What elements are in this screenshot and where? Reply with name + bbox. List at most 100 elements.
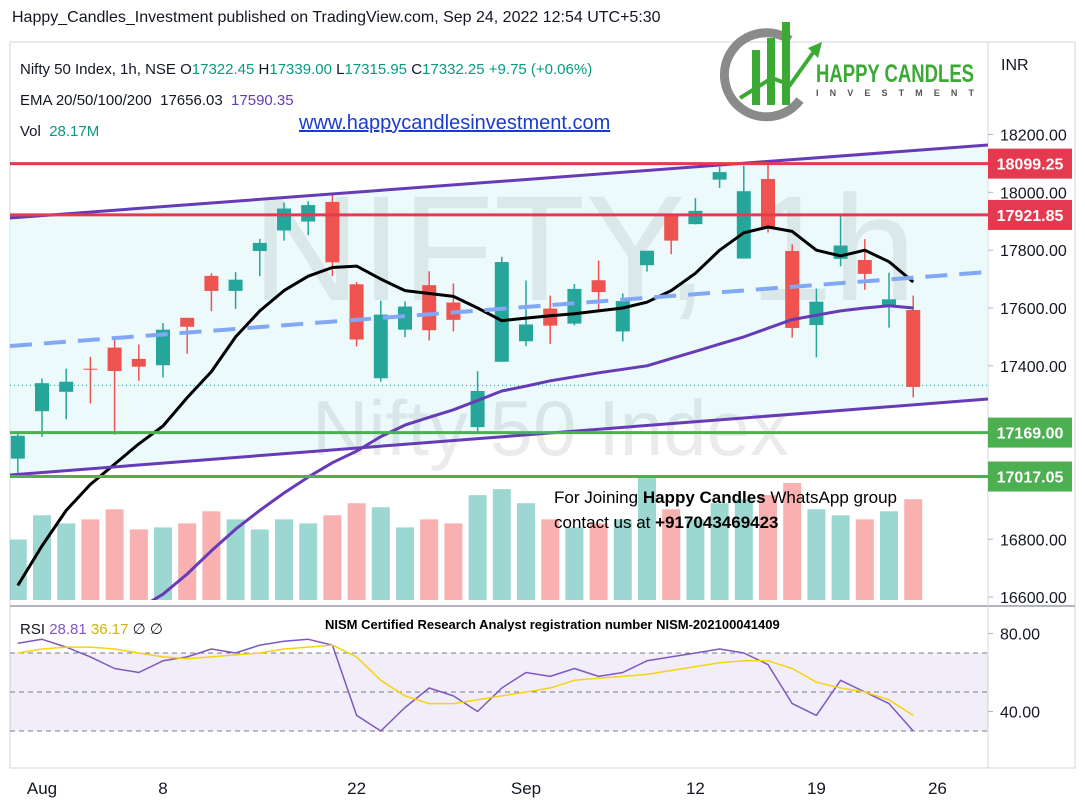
logo: HAPPY CANDLES I N V E S T M E N T <box>719 22 975 122</box>
candle-body <box>180 317 195 327</box>
currency: INR <box>1001 57 1029 74</box>
volume-bar <box>178 523 197 600</box>
candle-body <box>664 214 679 241</box>
logo-arrow <box>738 48 817 100</box>
ohlc-key: O <box>180 61 192 78</box>
candle-body <box>252 242 267 252</box>
candle-body <box>470 390 485 428</box>
y-tick-label: 16800.00 <box>1000 532 1067 549</box>
volume-bar <box>517 503 535 600</box>
level-box <box>988 199 1072 230</box>
candle-body <box>712 172 727 180</box>
nism-note: NISM Certified Research Analyst registra… <box>325 617 780 632</box>
candle-body <box>422 285 437 331</box>
ohlc-key: L <box>336 61 345 78</box>
volume-bar <box>880 511 898 600</box>
rsi-legend: RSI 28.81 36.17 ∅ ∅ <box>20 620 163 638</box>
volume-bar <box>371 507 390 600</box>
whatsapp-line: For Joining Happy Candles WhatsApp group <box>554 485 897 510</box>
y-tick-label: 17600.00 <box>1000 301 1067 318</box>
volume-bar <box>686 519 705 600</box>
volume-bar <box>275 519 293 600</box>
candle-body <box>131 358 146 367</box>
candle-body <box>204 275 219 291</box>
candle-body <box>277 208 291 231</box>
trend-line <box>10 143 988 220</box>
level-box <box>988 461 1072 492</box>
volume-bar <box>10 539 27 600</box>
ohlc-legend: Nifty 50 Index, 1h, NSE O17322.45 H17339… <box>20 61 592 78</box>
y-tick-label: 18000.00 <box>1000 185 1067 202</box>
x-tick-label: 26 <box>928 779 947 798</box>
y-tick-label: 16600.00 <box>1000 590 1067 607</box>
candle-body <box>301 205 316 222</box>
ohlc-key: H <box>258 61 270 78</box>
candle-body <box>736 191 751 259</box>
brand: Happy Candles <box>642 488 766 507</box>
rsi-legend-value: 36.17 <box>90 621 129 638</box>
ohlc-key: C <box>411 61 423 78</box>
candle-body <box>906 310 921 387</box>
candle-body <box>519 324 533 342</box>
volume-bar <box>565 527 584 600</box>
candle-body <box>591 280 606 293</box>
level-label: 17169.00 <box>997 426 1064 443</box>
publish-title: Happy_Candles_Investment published on Tr… <box>12 9 661 26</box>
symbol: Nifty 50 Index, 1h, NSE <box>20 61 176 78</box>
ohlc-values: O17322.45 H17339.00 L17315.95 C17332.25 <box>180 61 489 78</box>
volume-bar <box>154 527 172 600</box>
y-tick-label: 18200.00 <box>1000 128 1067 145</box>
ohlc-value: 17339.00 <box>269 61 332 78</box>
level-box <box>988 148 1072 179</box>
ohlc-value: 17322.45 <box>191 61 255 78</box>
ema-label: EMA 20/50/100/200 <box>20 92 152 109</box>
volume-bar <box>33 515 51 600</box>
volume-value: 28.17M <box>49 123 100 140</box>
candle-body <box>567 288 582 324</box>
volume-bar <box>638 475 656 600</box>
x-tick-label: 19 <box>807 779 826 798</box>
website-link[interactable]: www.happycandlesinvestment.com <box>299 112 611 134</box>
level-label: 18099.25 <box>997 157 1064 174</box>
rsi-tick-label: 40.00 <box>1000 704 1040 721</box>
x-tick-label: Sep <box>511 779 541 798</box>
contact-line: contact us at +917043469423 <box>554 510 897 535</box>
volume-bar <box>299 523 318 600</box>
candle-body <box>761 179 775 228</box>
volume-label: Vol <box>20 123 41 140</box>
rsi-line <box>17 638 914 732</box>
volume-bar <box>226 519 245 600</box>
volume-bar <box>444 523 463 600</box>
volume-bar <box>855 519 874 600</box>
ohlc-value: 17315.95 <box>344 61 408 78</box>
candle-body <box>35 383 49 412</box>
logo-candle <box>767 38 775 105</box>
volume-bar <box>613 519 632 600</box>
volume-bar <box>759 495 777 600</box>
candle-body <box>325 201 340 263</box>
volume-bar <box>105 509 124 600</box>
drawings <box>10 143 988 477</box>
candle-body <box>688 210 703 225</box>
candle-body <box>857 259 872 274</box>
candle-body <box>83 368 98 370</box>
text: WhatsApp group <box>765 488 897 507</box>
volume-bar <box>783 483 802 600</box>
volume-bar <box>710 503 729 600</box>
rsi-tick-label: 80.00 <box>1000 626 1040 643</box>
candle-body <box>107 347 122 372</box>
phone: +917043469423 <box>655 513 779 532</box>
volume-bar <box>904 499 923 600</box>
volume-bar <box>807 509 826 600</box>
candle-body <box>349 284 364 340</box>
logo-tagline: I N V E S T M E N T <box>816 88 975 98</box>
volume-bar <box>396 527 414 600</box>
volume-bar <box>468 495 487 600</box>
x-tick-label: 12 <box>686 779 705 798</box>
volume-bar <box>492 489 511 600</box>
ema-line <box>150 304 914 600</box>
ohlc-value: 17332.25 <box>422 61 485 78</box>
x-tick-label: 22 <box>347 779 366 798</box>
change: +9.75 (+0.06%) <box>488 61 593 78</box>
candle-body <box>156 329 170 366</box>
